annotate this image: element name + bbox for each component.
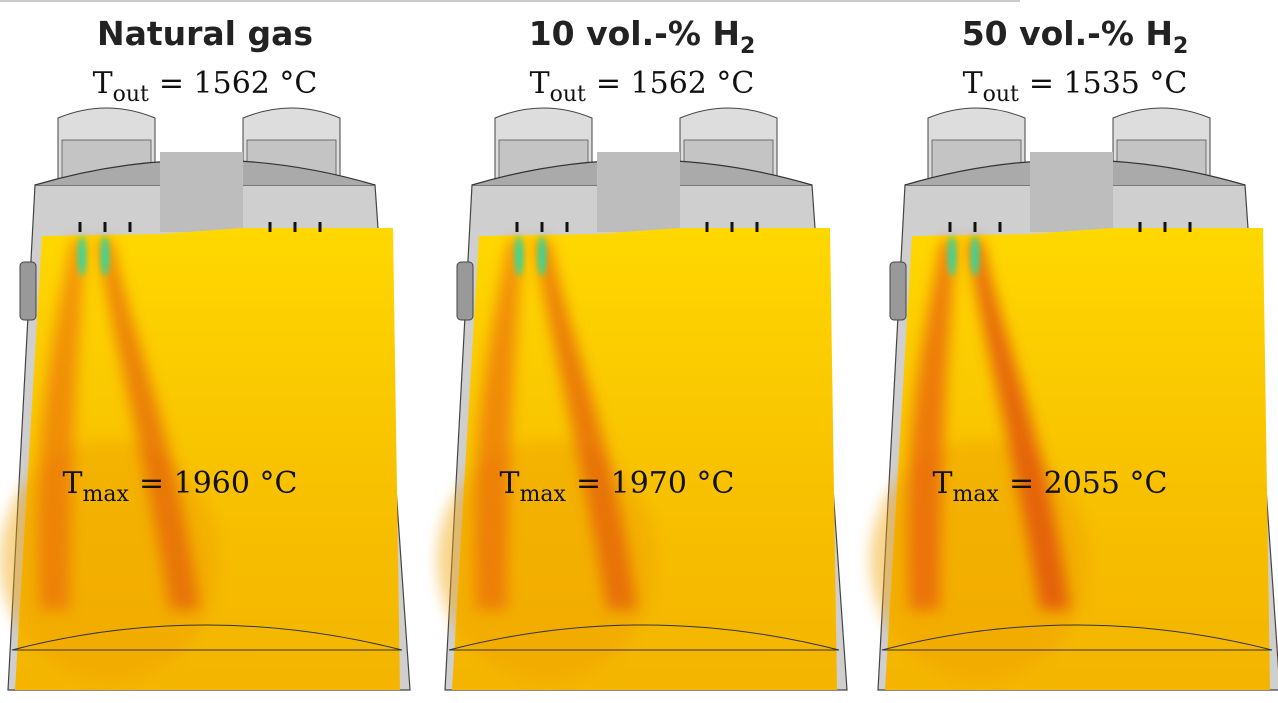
- text-part: T: [93, 66, 113, 101]
- subscript: 2: [740, 34, 755, 59]
- temperature-label: Tout = 1535 °C: [963, 66, 1188, 107]
- flame-jet: [538, 236, 546, 276]
- subscript: out: [983, 82, 1019, 107]
- furnace-panel: 50 vol.-% H2 Tout = 1535 °C Tmax = 2055 °C: [870, 14, 1278, 690]
- value: = 2055 °C: [1009, 466, 1168, 501]
- value: = 1562 °C: [596, 66, 755, 101]
- temperature-label: Tout = 1562 °C: [93, 66, 318, 107]
- text-part: T: [500, 466, 520, 501]
- side-bump: [890, 262, 906, 320]
- furnace-panel: Natural gas Tout = 1562 °C Tmax = 1960 °C: [0, 14, 410, 690]
- flame-jet: [515, 236, 523, 276]
- text-part: T: [530, 66, 550, 101]
- value: = 1535 °C: [1029, 66, 1188, 101]
- subscript: 2: [1173, 34, 1188, 59]
- subscript: max: [83, 482, 130, 507]
- text-part: T: [963, 66, 983, 101]
- text-part: T: [63, 466, 83, 501]
- flame-jet: [101, 236, 109, 276]
- temperature-label: Tout = 1562 °C: [530, 66, 755, 107]
- value: = 1960 °C: [139, 466, 298, 501]
- subscript: max: [520, 482, 567, 507]
- panel-title: 50 vol.-% H2: [962, 14, 1189, 59]
- subscript: out: [550, 82, 586, 107]
- value: = 1562 °C: [159, 66, 318, 101]
- text-part: 10 vol.-% H: [529, 14, 740, 53]
- flame-jet: [948, 236, 956, 276]
- panel-title: 10 vol.-% H2: [529, 14, 756, 59]
- side-bump: [457, 262, 473, 320]
- furnace-panel: 10 vol.-% H2 Tout = 1562 °C Tmax = 1970 °C: [437, 14, 847, 690]
- roof-block: [1030, 152, 1113, 232]
- subscript: out: [113, 82, 149, 107]
- text-part: T: [933, 466, 953, 501]
- side-bump: [20, 262, 36, 320]
- text-part: Natural gas: [97, 14, 313, 53]
- flame-jet: [78, 236, 86, 276]
- value: = 1970 °C: [576, 466, 735, 501]
- subscript: max: [953, 482, 1000, 507]
- figure: Natural gas Tout = 1562 °C Tmax = 1960 °C 10 …: [0, 0, 1278, 703]
- roof-block: [160, 152, 243, 232]
- text-part: 50 vol.-% H: [962, 14, 1173, 53]
- panel-title: Natural gas: [97, 14, 313, 53]
- roof-block: [597, 152, 680, 232]
- flame-jet: [971, 236, 979, 276]
